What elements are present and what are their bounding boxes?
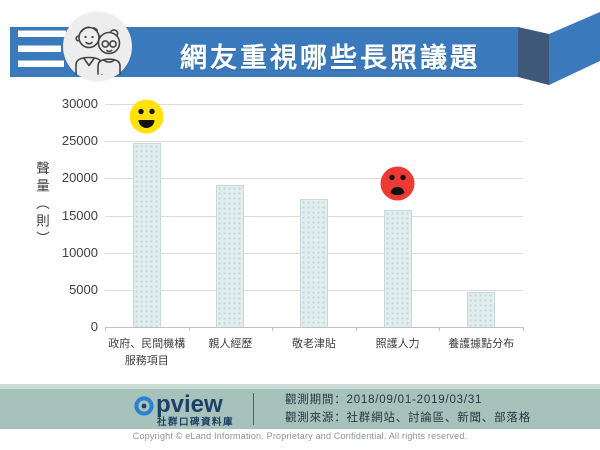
x-category-label: 政府、民間機構 服務項目 bbox=[108, 338, 186, 368]
y-tick-label: 10000 bbox=[61, 244, 98, 260]
gridline bbox=[105, 104, 523, 105]
sad-face-icon bbox=[380, 166, 415, 201]
x-axis-tick bbox=[523, 327, 524, 331]
elderly-couple-icon bbox=[63, 12, 132, 81]
gridline bbox=[105, 178, 523, 180]
observation-info: 觀測期間：2018/09/01-2019/03/31 觀測來源：社群網站、討論區… bbox=[285, 391, 531, 427]
bar-1 bbox=[132, 142, 161, 327]
x-category-label: 養護據點分布 bbox=[448, 338, 515, 350]
header-banner: 網友重視哪些長照議題 bbox=[0, 0, 600, 96]
x-axis-tick bbox=[188, 327, 190, 331]
ribbon-wing bbox=[549, 12, 600, 85]
y-tick-label: 30000 bbox=[61, 96, 98, 111]
gridline bbox=[105, 141, 523, 143]
bar-3 bbox=[300, 199, 328, 327]
footer-divider bbox=[253, 393, 254, 425]
decorative-lines-icon bbox=[18, 30, 66, 67]
y-tick-label: 15000 bbox=[61, 207, 98, 223]
x-axis-tick bbox=[272, 327, 274, 331]
x-category-label: 照護人力 bbox=[375, 338, 420, 350]
x-axis-tick bbox=[439, 327, 441, 331]
bar-5 bbox=[467, 292, 496, 327]
opview-logo-o-icon bbox=[134, 396, 154, 416]
x-axis-tick bbox=[105, 327, 106, 331]
copyright-text: Copyright © eLand Information. Proprieta… bbox=[132, 431, 468, 441]
observation-source: 觀測來源：社群網站、討論區、新聞、部落格 bbox=[285, 412, 531, 424]
opview-logo-text: pview bbox=[156, 391, 223, 418]
x-axis-line bbox=[105, 327, 523, 328]
bar-4 bbox=[383, 209, 412, 327]
y-axis-title: 聲量（則） bbox=[34, 161, 49, 249]
y-tick-label: 20000 bbox=[61, 170, 98, 186]
ribbon-fold bbox=[518, 27, 549, 85]
x-category-label: 親人經歷 bbox=[208, 338, 253, 350]
x-category-label: 敬老津貼 bbox=[292, 338, 336, 350]
y-tick-label: 25000 bbox=[61, 133, 98, 149]
happy-face-icon bbox=[129, 99, 164, 134]
bar-2 bbox=[216, 185, 245, 327]
y-tick-label: 0 bbox=[90, 319, 98, 334]
observation-period: 觀測期間：2018/09/01-2019/03/31 bbox=[285, 394, 483, 406]
footer-band bbox=[0, 389, 600, 429]
x-axis-tick bbox=[355, 327, 357, 331]
bar-chart: 聲量（則） 0 5000 10000 15000 20000 25000 30000 政府、民… bbox=[34, 96, 524, 368]
opview-logo-subtitle: 社群口碑資料庫 bbox=[157, 417, 235, 428]
footer-accent-strip bbox=[0, 384, 600, 389]
y-tick-label: 5000 bbox=[69, 281, 98, 297]
page-title: 網友重視哪些長照議題 bbox=[180, 43, 480, 73]
